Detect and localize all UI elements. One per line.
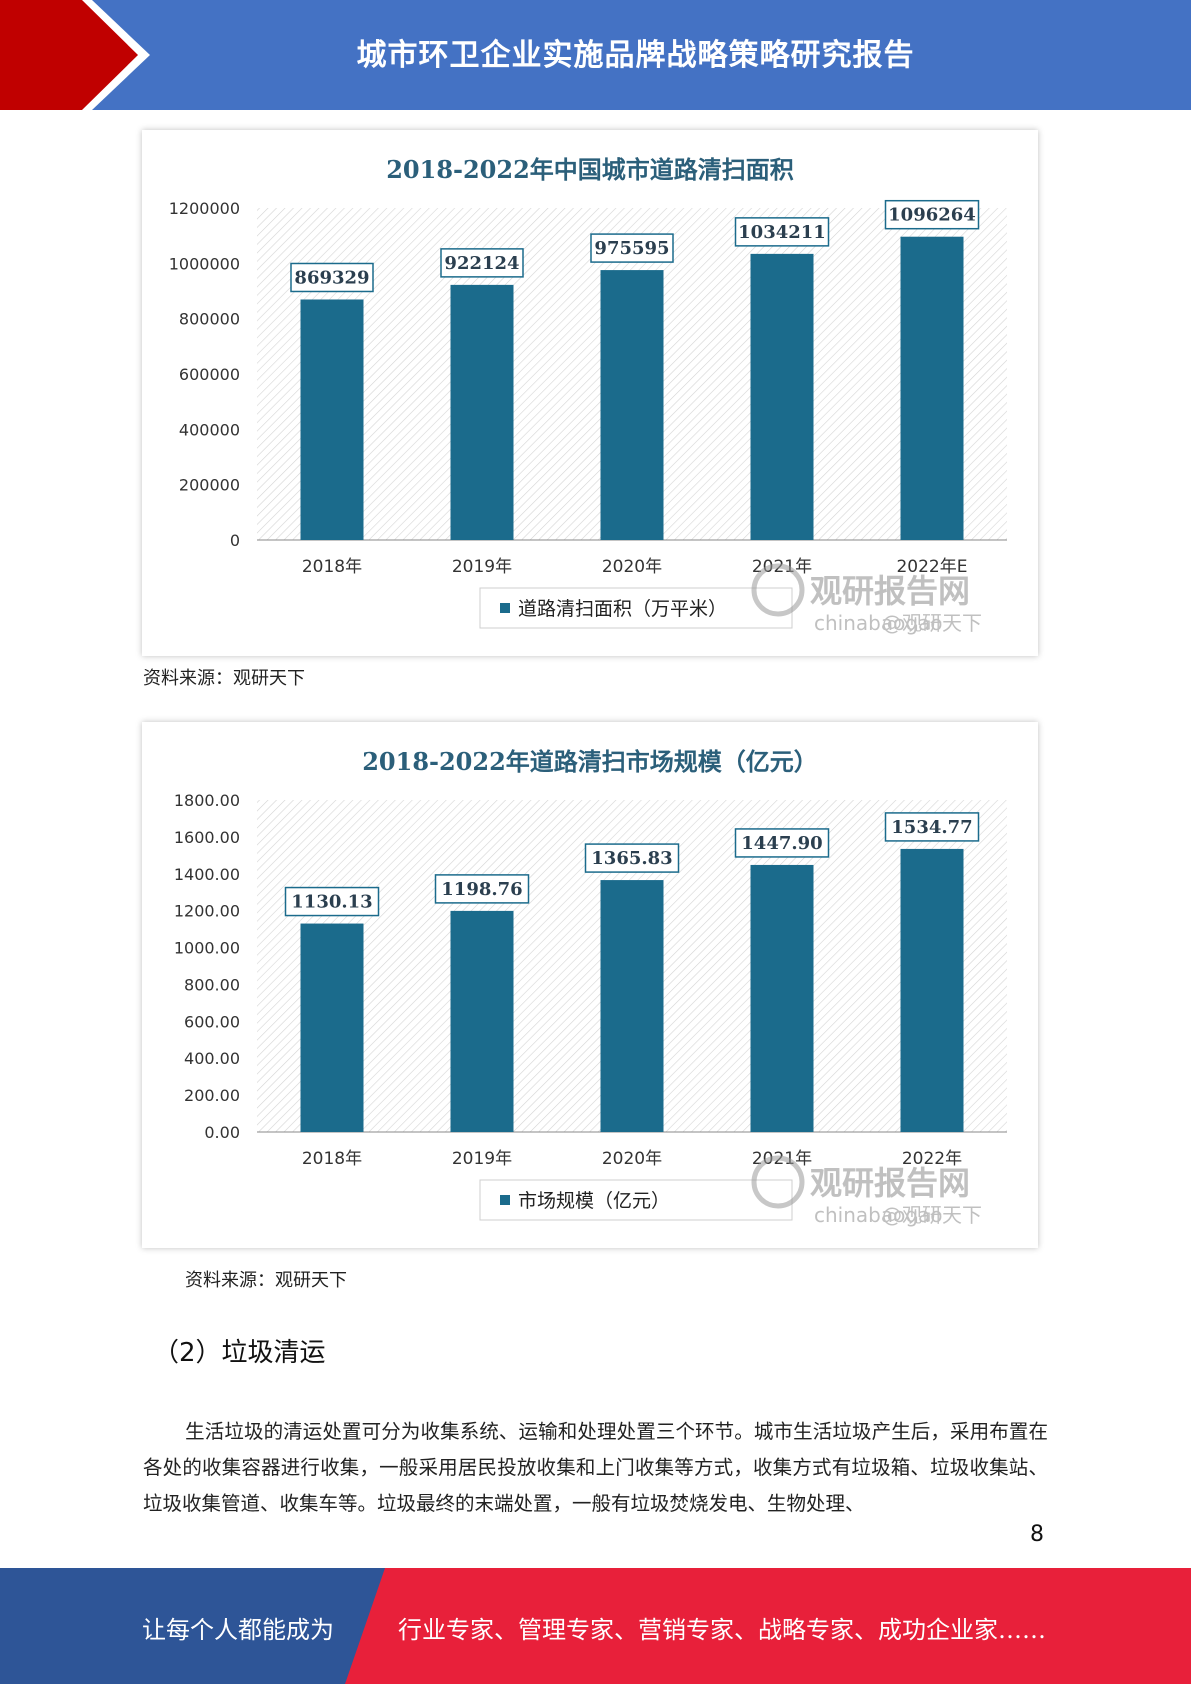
- legend-box: [479, 587, 793, 629]
- watermark-sub: chinabaogao: [814, 611, 943, 635]
- bar: [600, 270, 664, 540]
- y-tick-label: 800.00: [184, 975, 240, 994]
- bar: [750, 253, 814, 540]
- data-label-box: [584, 843, 680, 873]
- data-label-box: [290, 262, 374, 293]
- x-tick-label: 2019年: [452, 557, 512, 577]
- header-red-chevron: [0, 0, 150, 110]
- body-paragraph-text: 生活垃圾的清运处置可分为收集系统、运输和处理处置三个环节。城市生活垃圾产生后，采…: [143, 1420, 1048, 1515]
- section-heading: （2）垃圾清运: [153, 1338, 326, 1368]
- x-tick-label: 2022年E: [896, 557, 967, 577]
- data-label: 1198.76: [441, 879, 522, 900]
- watermark-brand: 观研报告网: [810, 572, 970, 610]
- data-label-box: [734, 828, 830, 858]
- bar: [450, 284, 514, 540]
- chart-road-cleaning-market: 2018-2022年道路清扫市场规模（亿元） 0.00 200.00 400.00 60…: [142, 722, 1038, 1248]
- y-tick-label: 1200.00: [174, 902, 240, 921]
- data-label: 1534.77: [891, 817, 972, 838]
- page-number: 8: [1030, 1522, 1044, 1547]
- chart-title: 2018-2022年中国城市道路清扫面积: [386, 155, 794, 184]
- bar: [900, 848, 964, 1132]
- x-tick-label: 2019年: [452, 1149, 512, 1169]
- y-tick-label: 1000000: [169, 254, 240, 273]
- page-footer: 让每个人都能成为 行业专家、管理专家、营销专家、战略专家、成功企业家……: [0, 1568, 1191, 1684]
- y-tick-label: 0: [230, 531, 240, 550]
- watermark-handle: @观研天下: [882, 1203, 982, 1227]
- page-header: 城市环卫企业实施品牌战略策略研究报告: [0, 0, 1191, 110]
- data-label: 869329: [294, 267, 369, 288]
- data-label-box: [440, 248, 524, 278]
- x-tick-label: 2020年: [602, 557, 662, 577]
- bar: [750, 864, 814, 1132]
- data-label: 1130.13: [291, 892, 372, 913]
- bar: [300, 923, 364, 1132]
- chart-title: 2018-2022年道路清扫市场规模（亿元）: [362, 747, 818, 776]
- y-tick-label: 0.00: [204, 1123, 240, 1142]
- data-label-box: [734, 217, 830, 247]
- y-tick-label: 600000: [179, 365, 240, 384]
- y-tick-label: 800000: [179, 310, 240, 329]
- chart-svg: 2018-2022年中国城市道路清扫面积 0 200000 400000 600000 8…: [169, 155, 1007, 635]
- data-label: 922124: [444, 253, 519, 274]
- y-tick-label: 200.00: [184, 1086, 240, 1105]
- data-label: 975595: [594, 238, 669, 259]
- watermark-brand: 观研报告网: [810, 1164, 970, 1202]
- chart-road-cleaning-area: 2018-2022年中国城市道路清扫面积 0 200000 400000 600000 8…: [142, 130, 1038, 656]
- y-tick-label: 1400.00: [174, 865, 240, 884]
- legend-box: [479, 1179, 793, 1221]
- y-tick-label: 1200000: [169, 199, 240, 218]
- y-tick-label: 400.00: [184, 1049, 240, 1068]
- watermark-sub: chinabaogao: [814, 1203, 943, 1227]
- watermark-handle: @观研天下: [882, 611, 982, 635]
- watermark-logo-icon: [751, 563, 805, 617]
- y-tick-label: 1000.00: [174, 939, 240, 958]
- data-label-box: [284, 886, 380, 917]
- watermark-logo-icon: [751, 1155, 805, 1209]
- x-tick-label: 2020年: [602, 1149, 662, 1169]
- x-tick-label: 2018年: [302, 1149, 362, 1169]
- report-title: 城市环卫企业实施品牌战略策略研究报告: [356, 38, 915, 73]
- data-label: 1096264: [888, 205, 976, 226]
- y-tick-label: 200000: [179, 476, 240, 495]
- bar: [900, 236, 964, 540]
- footer-slogan-left: 让每个人都能成为: [142, 1616, 334, 1644]
- bar: [450, 910, 514, 1132]
- footer-background: [0, 1568, 1191, 1684]
- footer-slogan-right: 行业专家、管理专家、营销专家、战略专家、成功企业家……: [398, 1616, 1046, 1644]
- bar: [600, 880, 664, 1132]
- chart-svg: 2018-2022年道路清扫市场规模（亿元） 0.00 200.00 400.00 60…: [174, 747, 1007, 1227]
- legend-label: 道路清扫面积（万平米）: [518, 598, 727, 620]
- y-tick-label: 600.00: [184, 1012, 240, 1031]
- legend-label: 市场规模（亿元）: [518, 1190, 670, 1212]
- bar: [300, 299, 364, 540]
- y-tick-label: 1800.00: [174, 791, 240, 810]
- x-tick-label: 2018年: [302, 557, 362, 577]
- y-tick-label: 400000: [179, 420, 240, 439]
- data-label: 1365.83: [591, 848, 672, 869]
- body-paragraph: 生活垃圾的清运处置可分为收集系统、运输和处理处置三个环节。城市生活垃圾产生后，采…: [143, 1414, 1048, 1522]
- data-label-box: [884, 812, 980, 842]
- data-label-box: [884, 199, 980, 230]
- data-label: 1447.90: [741, 833, 822, 854]
- data-label-box: [434, 874, 530, 904]
- chart2-source-caption: 资料来源：观研天下: [185, 1270, 347, 1291]
- legend-swatch: [500, 1195, 510, 1205]
- data-label-box: [590, 233, 674, 263]
- legend-swatch: [500, 603, 510, 613]
- chart1-source-caption: 资料来源：观研天下: [143, 668, 305, 689]
- y-tick-label: 1600.00: [174, 828, 240, 847]
- x-tick-label: 2022年: [902, 1149, 962, 1169]
- data-label: 1034211: [738, 222, 826, 243]
